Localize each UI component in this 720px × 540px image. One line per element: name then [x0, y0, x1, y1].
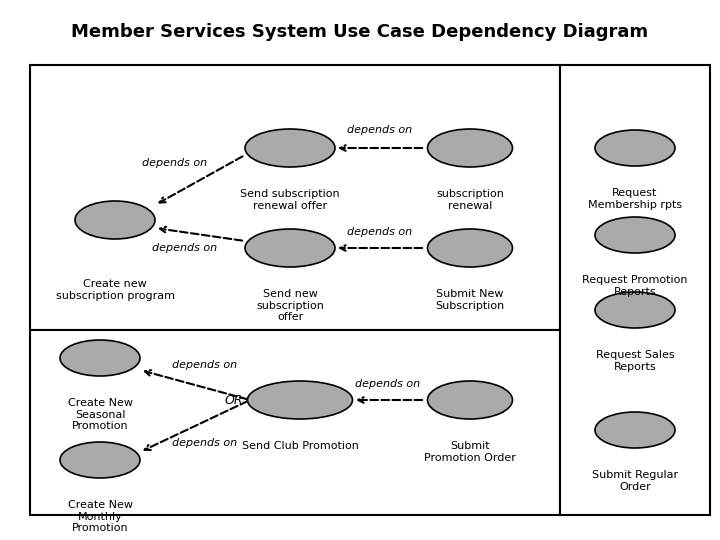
Text: Create New
Seasonal
Promotion: Create New Seasonal Promotion — [68, 398, 132, 431]
Text: Send Club Promotion: Send Club Promotion — [242, 441, 359, 451]
Text: depends on: depends on — [153, 243, 217, 253]
Ellipse shape — [595, 412, 675, 448]
Text: Send new
subscription
offer: Send new subscription offer — [256, 289, 324, 322]
Text: depends on: depends on — [172, 360, 238, 370]
Bar — [30, 330, 560, 515]
Ellipse shape — [595, 217, 675, 253]
Ellipse shape — [245, 229, 335, 267]
Ellipse shape — [428, 381, 513, 419]
Text: depends on: depends on — [172, 438, 238, 448]
Text: Send subscription
renewal offer: Send subscription renewal offer — [240, 189, 340, 211]
Ellipse shape — [60, 442, 140, 478]
Text: Submit
Promotion Order: Submit Promotion Order — [424, 441, 516, 463]
Ellipse shape — [428, 129, 513, 167]
Text: subscription
renewal: subscription renewal — [436, 189, 504, 211]
Text: depends on: depends on — [348, 125, 413, 135]
Text: depends on: depends on — [348, 227, 413, 237]
Text: depends on: depends on — [356, 379, 420, 389]
Text: Submit Regular
Order: Submit Regular Order — [592, 470, 678, 491]
Bar — [30, 65, 560, 330]
Text: Member Services System Use Case Dependency Diagram: Member Services System Use Case Dependen… — [71, 23, 649, 41]
Text: Create new
subscription program: Create new subscription program — [55, 279, 174, 301]
Ellipse shape — [60, 340, 140, 376]
Ellipse shape — [248, 381, 353, 419]
Text: Request
Membership rpts: Request Membership rpts — [588, 188, 682, 210]
Ellipse shape — [245, 129, 335, 167]
Text: Submit New
Subscription: Submit New Subscription — [436, 289, 505, 310]
Text: depends on: depends on — [143, 158, 207, 168]
Ellipse shape — [595, 130, 675, 166]
Ellipse shape — [595, 292, 675, 328]
Text: OR: OR — [225, 394, 243, 407]
Ellipse shape — [428, 229, 513, 267]
Text: Request Promotion
Reports: Request Promotion Reports — [582, 275, 688, 296]
Text: Request Sales
Reports: Request Sales Reports — [595, 350, 675, 372]
Ellipse shape — [75, 201, 155, 239]
Text: Create New
Monthly
Promotion: Create New Monthly Promotion — [68, 500, 132, 533]
Bar — [560, 65, 710, 515]
